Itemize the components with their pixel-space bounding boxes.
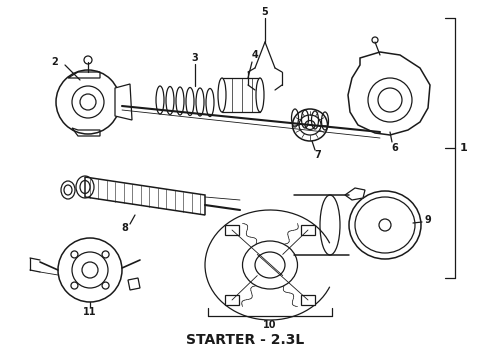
Circle shape bbox=[82, 262, 98, 278]
FancyBboxPatch shape bbox=[225, 225, 239, 235]
Ellipse shape bbox=[320, 195, 340, 255]
Circle shape bbox=[368, 78, 412, 122]
Text: 2: 2 bbox=[51, 57, 58, 67]
Text: 11: 11 bbox=[83, 307, 97, 317]
Polygon shape bbox=[222, 78, 260, 112]
Text: 6: 6 bbox=[392, 143, 398, 153]
Polygon shape bbox=[345, 188, 365, 200]
Polygon shape bbox=[348, 52, 430, 135]
Text: STARTER - 2.3L: STARTER - 2.3L bbox=[186, 333, 304, 347]
Text: 3: 3 bbox=[192, 53, 198, 63]
Text: 8: 8 bbox=[122, 223, 128, 233]
Polygon shape bbox=[115, 84, 132, 120]
Text: 10: 10 bbox=[263, 320, 277, 330]
FancyBboxPatch shape bbox=[301, 295, 315, 305]
Ellipse shape bbox=[256, 78, 264, 112]
Ellipse shape bbox=[355, 197, 415, 253]
Ellipse shape bbox=[243, 241, 297, 289]
Text: 1: 1 bbox=[460, 143, 468, 153]
Ellipse shape bbox=[218, 78, 226, 112]
FancyBboxPatch shape bbox=[225, 295, 239, 305]
Text: 9: 9 bbox=[425, 215, 431, 225]
Polygon shape bbox=[85, 177, 205, 215]
Polygon shape bbox=[128, 278, 140, 290]
Text: 5: 5 bbox=[262, 7, 269, 17]
Text: 4: 4 bbox=[252, 50, 258, 60]
Text: 7: 7 bbox=[315, 150, 321, 160]
FancyBboxPatch shape bbox=[301, 225, 315, 235]
Ellipse shape bbox=[349, 191, 421, 259]
